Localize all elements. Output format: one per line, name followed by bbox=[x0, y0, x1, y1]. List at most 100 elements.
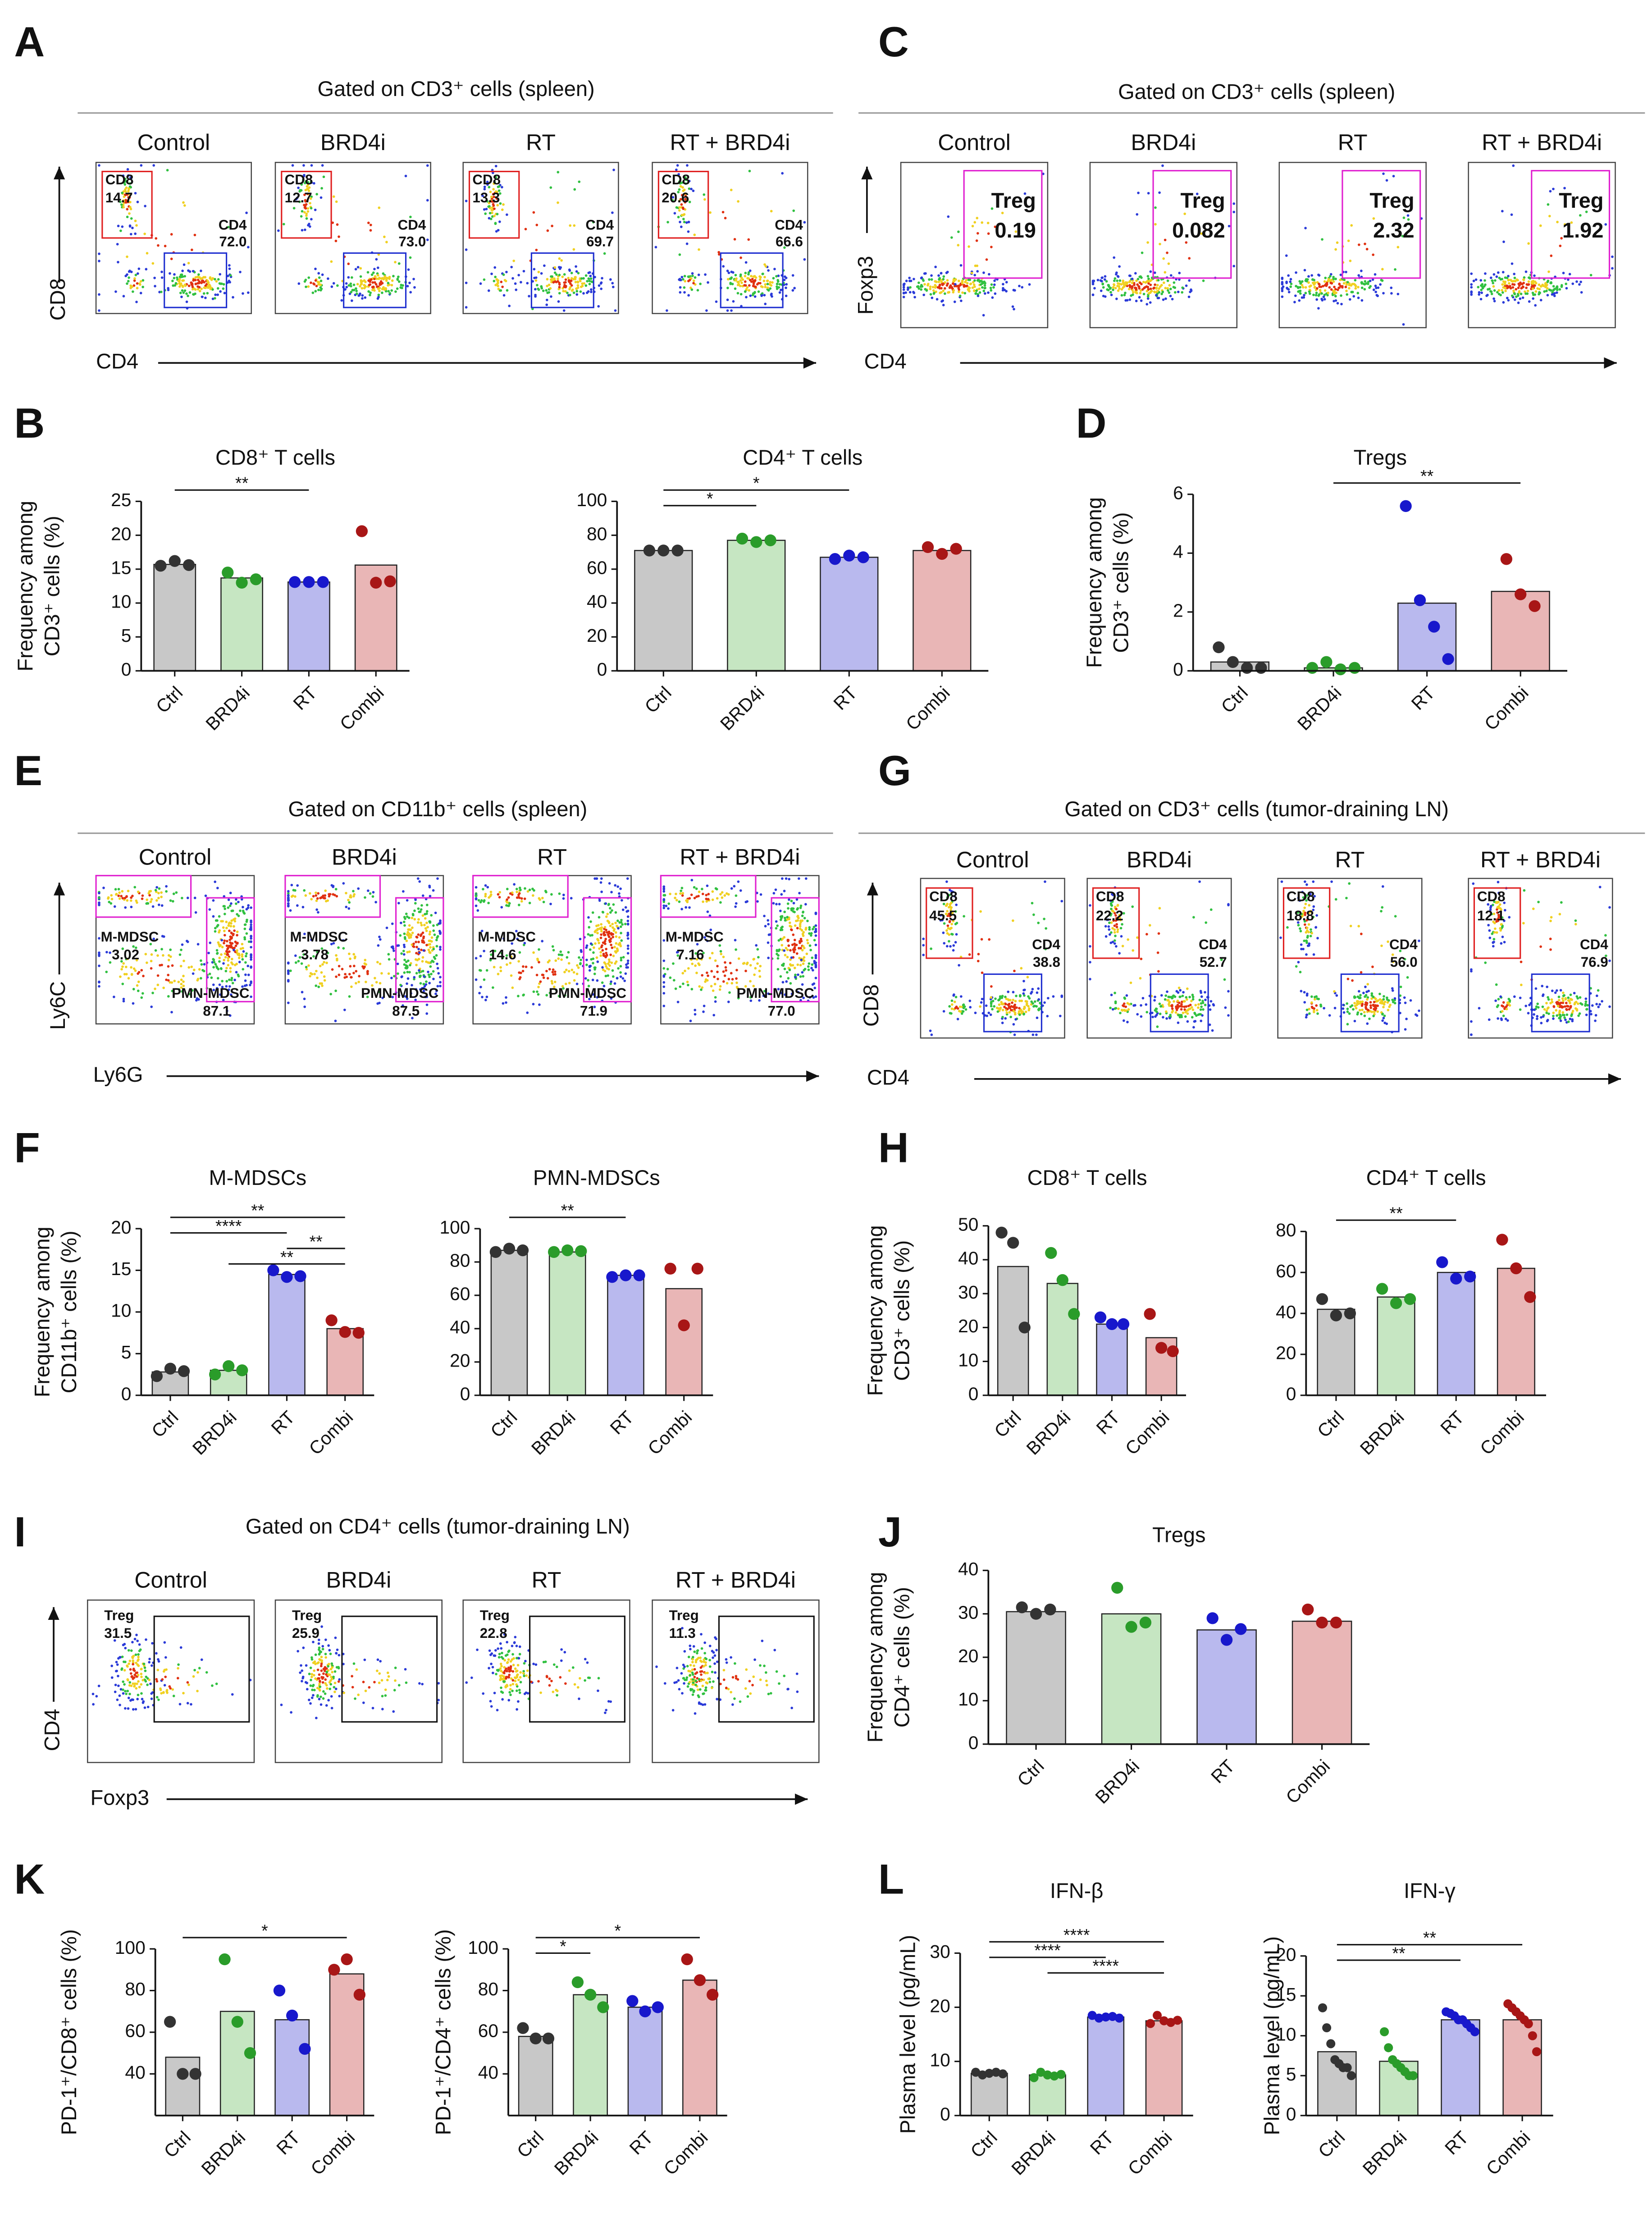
event-dot bbox=[960, 995, 963, 998]
event-dot bbox=[1127, 288, 1131, 291]
event-dot bbox=[804, 903, 807, 906]
event-dot bbox=[582, 292, 585, 295]
event-dot bbox=[1281, 281, 1284, 283]
event-dot bbox=[672, 962, 675, 965]
event-dot bbox=[410, 934, 413, 937]
event-dot bbox=[1293, 301, 1296, 304]
event-dot bbox=[595, 956, 598, 959]
event-dot bbox=[794, 924, 797, 927]
event-dot bbox=[1357, 925, 1360, 928]
event-dot bbox=[1354, 287, 1357, 290]
event-dot bbox=[219, 290, 222, 293]
event-dot bbox=[761, 285, 764, 288]
event-dot bbox=[722, 970, 725, 973]
bar bbox=[153, 563, 196, 672]
event-dot bbox=[402, 953, 406, 956]
event-dot bbox=[126, 208, 129, 210]
chart-title: Tregs bbox=[1354, 445, 1407, 469]
event-dot bbox=[160, 891, 163, 894]
event-dot bbox=[207, 951, 210, 955]
event-dot bbox=[540, 272, 543, 275]
event-dot bbox=[494, 176, 497, 179]
event-dot bbox=[497, 189, 501, 192]
event-dot bbox=[611, 909, 613, 912]
event-dot bbox=[1364, 994, 1368, 997]
event-dot bbox=[1309, 934, 1312, 937]
event-dot bbox=[1149, 291, 1152, 294]
event-dot bbox=[547, 960, 550, 964]
data-point bbox=[236, 576, 248, 589]
y-tick-label: 2 bbox=[1173, 600, 1183, 621]
event-dot bbox=[422, 935, 425, 938]
event-dot bbox=[787, 977, 790, 980]
event-dot bbox=[137, 267, 141, 270]
event-dot bbox=[730, 188, 733, 192]
event-dot bbox=[320, 896, 323, 899]
event-dot bbox=[1189, 1003, 1192, 1006]
event-dot bbox=[599, 881, 602, 884]
event-dot bbox=[1534, 304, 1537, 307]
event-dot bbox=[1346, 1002, 1349, 1005]
event-dot bbox=[322, 175, 325, 178]
event-dot bbox=[679, 985, 682, 988]
event-dot bbox=[763, 294, 766, 297]
event-dot bbox=[533, 276, 536, 279]
event-dot bbox=[973, 274, 977, 277]
event-dot bbox=[341, 968, 344, 970]
event-dot bbox=[579, 963, 582, 965]
event-dot bbox=[353, 956, 356, 960]
event-dot bbox=[121, 965, 124, 968]
event-dot bbox=[610, 943, 612, 946]
event-dot bbox=[917, 281, 920, 284]
event-dot bbox=[708, 956, 712, 960]
event-dot bbox=[1164, 994, 1168, 997]
event-dot bbox=[1406, 976, 1409, 979]
event-dot bbox=[584, 274, 588, 277]
event-dot bbox=[402, 920, 406, 924]
event-dot bbox=[124, 190, 127, 193]
event-dot bbox=[1160, 1005, 1163, 1008]
event-dot bbox=[373, 268, 376, 270]
event-dot bbox=[1232, 202, 1236, 205]
event-dot bbox=[314, 208, 317, 211]
event-dot bbox=[948, 291, 951, 294]
event-dot bbox=[695, 887, 698, 890]
event-dot bbox=[250, 906, 252, 909]
event-dot bbox=[1394, 915, 1397, 918]
event-dot bbox=[289, 969, 292, 972]
event-dot bbox=[740, 276, 743, 279]
event-dot bbox=[382, 287, 384, 290]
event-dot bbox=[690, 288, 694, 291]
event-dot bbox=[684, 280, 687, 283]
condition-label: RT bbox=[1338, 130, 1368, 155]
event-dot bbox=[227, 898, 230, 901]
event-dot bbox=[611, 946, 614, 949]
event-dot bbox=[1209, 1008, 1212, 1011]
event-dot bbox=[1124, 299, 1127, 302]
event-dot bbox=[1345, 270, 1347, 274]
event-dot bbox=[1558, 288, 1561, 291]
event-dot bbox=[1113, 931, 1116, 934]
event-dot bbox=[121, 890, 124, 893]
event-dot bbox=[1116, 928, 1119, 931]
event-dot bbox=[245, 211, 248, 215]
event-dot bbox=[493, 196, 495, 198]
event-dot bbox=[1138, 287, 1141, 290]
event-dot bbox=[98, 896, 100, 899]
event-dot bbox=[601, 981, 604, 984]
event-dot bbox=[237, 914, 240, 917]
event-dot bbox=[902, 286, 905, 289]
event-dot bbox=[788, 878, 791, 881]
event-dot bbox=[492, 204, 495, 207]
event-dot bbox=[1306, 934, 1309, 937]
event-dot bbox=[377, 296, 380, 298]
event-dot bbox=[968, 287, 971, 289]
event-dot bbox=[313, 283, 316, 286]
event-dot bbox=[1375, 287, 1378, 289]
event-dot bbox=[236, 949, 238, 952]
event-dot bbox=[294, 954, 297, 957]
event-dot bbox=[155, 237, 158, 240]
event-dot bbox=[1209, 1000, 1213, 1003]
event-dot bbox=[1310, 932, 1313, 935]
event-dot bbox=[566, 292, 569, 294]
